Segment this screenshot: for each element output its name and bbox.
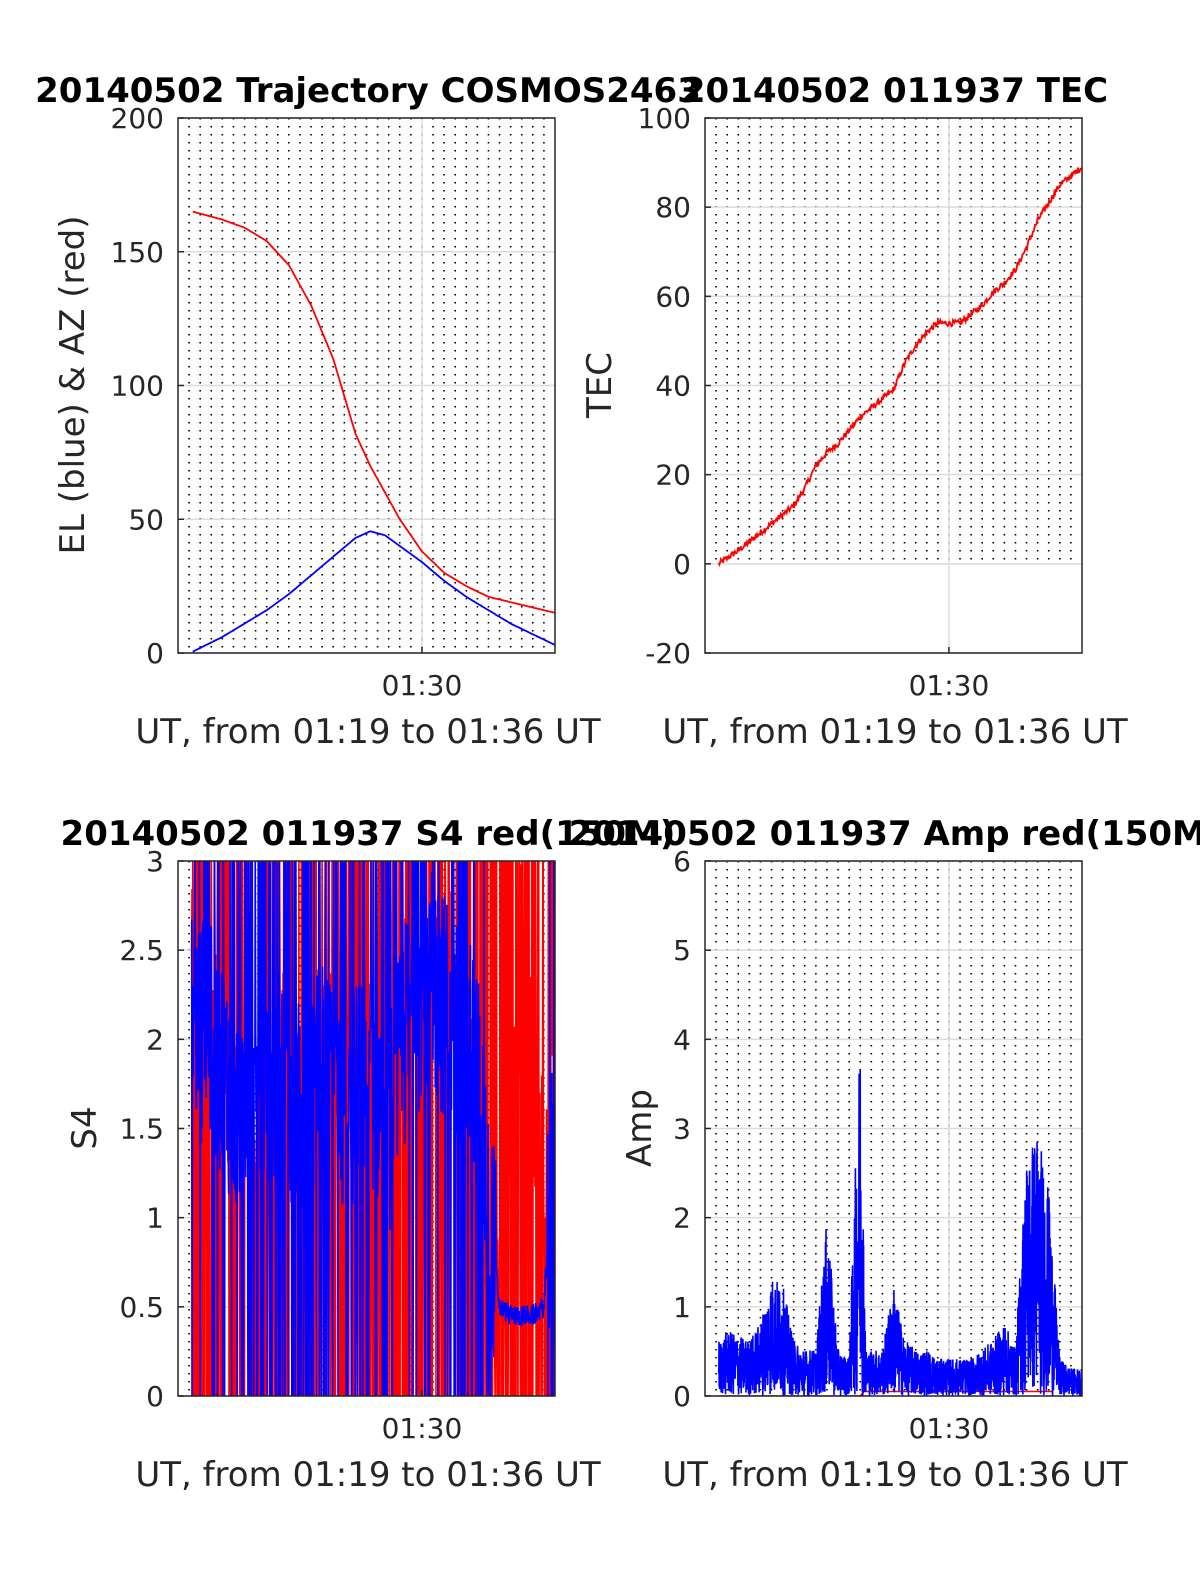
y-tick-label: 3 <box>146 845 164 878</box>
panel-trajectory-title: 20140502 Trajectory COSMOS2463 <box>35 71 701 111</box>
x-tick-label: 01:30 <box>909 1412 990 1445</box>
panel-amp-ylabel: Amp <box>620 1089 660 1167</box>
y-tick-label: 80 <box>655 191 691 224</box>
y-tick-label: 100 <box>111 370 164 403</box>
y-tick-label: -20 <box>645 637 691 670</box>
y-tick-label: 0 <box>673 548 691 581</box>
y-tick-label: 50 <box>128 503 164 536</box>
series-line-red <box>717 167 1082 568</box>
panel-tec: -20 0 20 40 60 80 100 01:30 20140502 011937 TEC U… <box>580 71 1128 752</box>
panel-tec-ylabel: TEC <box>580 352 620 419</box>
series-line-blue <box>717 1069 1082 1396</box>
y-tick-label: 200 <box>111 102 164 135</box>
panel-trajectory-ylabel: EL (blue) & AZ (red) <box>53 215 93 554</box>
y-tick-label: 2.5 <box>119 934 164 967</box>
panel-amp-xlabel: UT, from 01:19 to 01:36 UT <box>662 1455 1128 1495</box>
panel-tec-xlabel: UT, from 01:19 to 01:36 UT <box>662 712 1128 752</box>
y-tick-label: 100 <box>638 102 691 135</box>
series-line-blue <box>190 861 555 1396</box>
panel-amp-title: 20140502 011937 Amp red(150M) <box>569 814 1200 854</box>
panel-s4: 0 0.5 1 1.5 2 2.5 3 01:30 20140502 011937 S4 red… <box>61 814 676 1495</box>
x-tick-label: 01:30 <box>909 669 990 702</box>
x-tick-label: 01:30 <box>382 669 463 702</box>
y-tick-label: 6 <box>673 845 691 878</box>
y-tick-label: 4 <box>673 1023 691 1056</box>
y-tick-label: 1.5 <box>119 1113 164 1146</box>
series-line-blue <box>192 530 555 653</box>
y-tick-label: 2 <box>146 1023 164 1056</box>
series-line-red <box>192 210 555 614</box>
y-tick-label: 0.5 <box>119 1291 164 1324</box>
y-tick-label: 1 <box>673 1291 691 1324</box>
panel-tec-title: 20140502 011937 TEC <box>682 71 1108 111</box>
y-tick-label: 2 <box>673 1202 691 1235</box>
panel-s4-title: 20140502 011937 S4 red(150M) <box>61 814 676 854</box>
y-tick-label: 40 <box>655 370 691 403</box>
panel-s4-ylabel: S4 <box>65 1106 105 1149</box>
panel-trajectory-xlabel: UT, from 01:19 to 01:36 UT <box>135 712 601 752</box>
x-tick-label: 01:30 <box>382 1412 463 1445</box>
y-tick-label: 3 <box>673 1113 691 1146</box>
y-tick-label: 0 <box>146 637 164 670</box>
y-tick-label: 1 <box>146 1202 164 1235</box>
y-tick-label: 60 <box>655 280 691 313</box>
y-tick-label: 0 <box>673 1380 691 1413</box>
panel-s4-xlabel: UT, from 01:19 to 01:36 UT <box>135 1455 601 1495</box>
panel-amp: 0 1 2 3 4 5 6 01:30 20140502 011937 Amp red(150M… <box>569 814 1200 1495</box>
y-tick-label: 5 <box>673 934 691 967</box>
y-tick-label: 150 <box>111 236 164 269</box>
y-tick-label: 0 <box>146 1380 164 1413</box>
y-tick-label: 20 <box>655 459 691 492</box>
